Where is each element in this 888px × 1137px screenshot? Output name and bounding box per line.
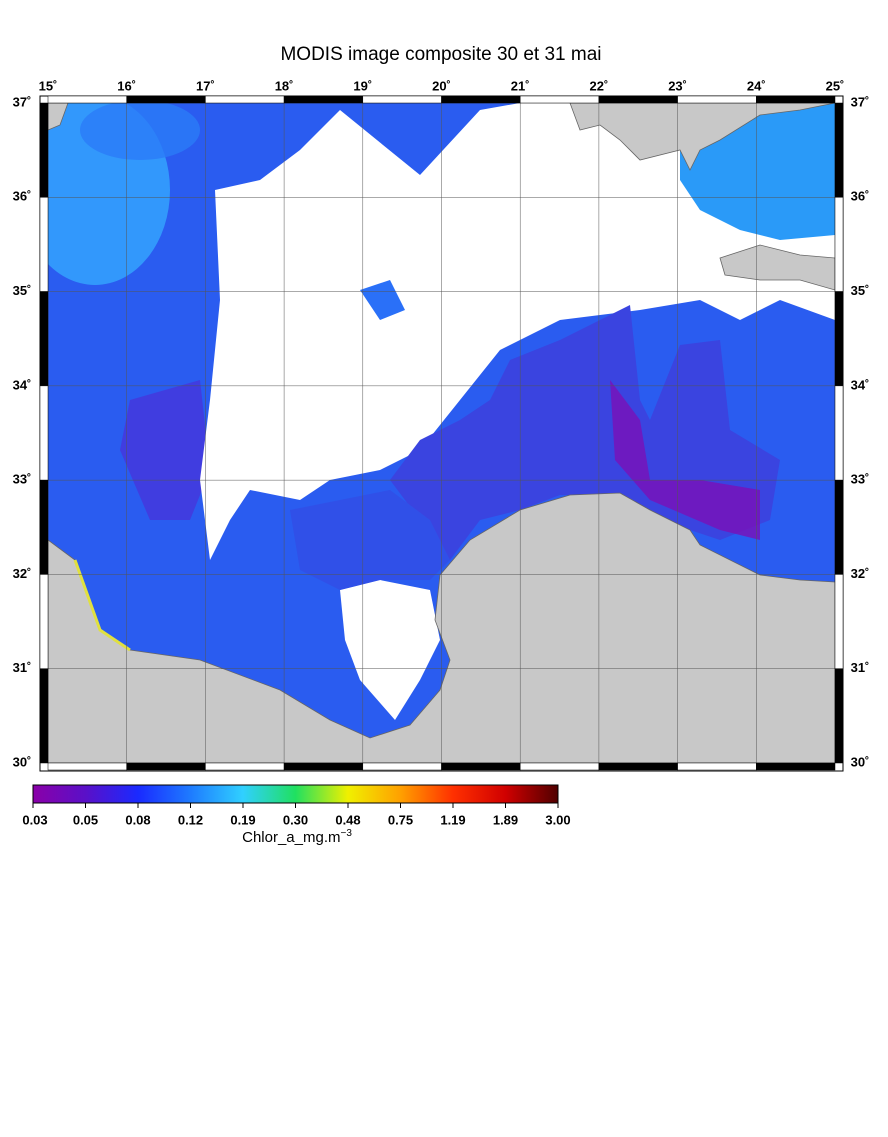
colorbar-title-exponent: −3 <box>340 828 352 839</box>
ocean-clear <box>360 280 405 320</box>
frame-segment <box>598 95 678 104</box>
colorbar-title-text: Chlor_a_mg.m <box>242 829 340 846</box>
colorbar-label: 0.30 <box>283 812 308 827</box>
lon-label: 17˚ <box>196 78 215 93</box>
cloud <box>340 580 440 720</box>
lat-label: 32˚ <box>13 566 32 581</box>
colorbar <box>32 784 559 804</box>
lat-label: 34˚ <box>13 377 32 392</box>
lon-label: 23˚ <box>668 78 687 93</box>
frame-segment <box>39 385 49 481</box>
lon-label: 24˚ <box>747 78 766 93</box>
lat-label: 37˚ <box>851 94 870 109</box>
lat-label: 33˚ <box>13 472 32 487</box>
colorbar-label: 0.05 <box>73 812 98 827</box>
ocean-cyan <box>80 103 200 160</box>
colorbar-label: 1.89 <box>493 812 518 827</box>
lon-label: 25˚ <box>826 78 845 93</box>
frame-segment <box>47 95 127 104</box>
lat-label: 34˚ <box>851 377 870 392</box>
frame-segment <box>834 197 844 292</box>
land <box>48 103 69 131</box>
colorbar-label: 0.48 <box>335 812 360 827</box>
lon-label: 21˚ <box>511 78 530 93</box>
lat-label: 32˚ <box>851 566 870 581</box>
frame-segment <box>39 574 49 669</box>
land <box>719 244 835 291</box>
colorbar-label: 0.75 <box>388 812 413 827</box>
colorbar-label: 3.00 <box>545 812 570 827</box>
lon-label: 16˚ <box>117 78 136 93</box>
frame-segment <box>39 197 49 292</box>
colorbar-labels: 0.03 0.05 0.08 0.12 0.19 0.30 0.48 0.75 1.19 1.89… <box>22 803 571 827</box>
colorbar-label: 0.08 <box>125 812 150 827</box>
coast-high <box>73 559 131 652</box>
frame-segment <box>834 102 844 198</box>
land <box>569 103 835 171</box>
ocean-purple <box>610 380 760 540</box>
frame-segment <box>834 574 844 669</box>
lat-label: 35˚ <box>13 283 32 298</box>
frame-segment <box>39 479 49 575</box>
frame-segment <box>441 762 521 771</box>
frame-segment <box>834 385 844 481</box>
ocean-clear <box>290 490 450 590</box>
colorbar-label: 0.03 <box>22 812 47 827</box>
degree-labels: 15˚ 16˚ 17˚ 18˚ 19˚ 20˚ 21˚ 22˚ 23˚ 24˚ 25˚ 37˚ 37˚ 3… <box>13 78 870 769</box>
title: MODIS image composite 30 et 31 mai <box>280 44 601 65</box>
lat-label: 36˚ <box>851 189 870 204</box>
frame-scale <box>39 95 844 771</box>
frame-segment <box>756 95 836 104</box>
frame-segment <box>47 762 127 771</box>
frame-segment <box>283 95 364 104</box>
frame-segment <box>283 762 364 771</box>
frame-segment <box>834 291 844 387</box>
frame-segment <box>677 95 757 104</box>
lon-label: 19˚ <box>353 78 372 93</box>
lon-label: 18˚ <box>275 78 294 93</box>
frame-segment <box>205 95 285 104</box>
lon-label: 15˚ <box>39 78 58 93</box>
frame-segment <box>834 479 844 575</box>
lon-label: 22˚ <box>590 78 609 93</box>
frame-segment <box>598 762 678 771</box>
cloud <box>200 103 835 560</box>
colorbar-title: Chlor_a_mg.m−3 <box>242 828 352 846</box>
frame-segment <box>39 668 49 764</box>
colorbar-label: 0.19 <box>230 812 255 827</box>
frame-segment <box>519 762 600 771</box>
lat-label: 31˚ <box>13 660 32 675</box>
frame-segment <box>756 762 836 771</box>
map-image <box>48 103 835 763</box>
ocean-purple <box>120 380 210 520</box>
graticule <box>48 103 835 763</box>
lat-label: 30˚ <box>851 754 870 769</box>
frame-segment <box>126 762 206 771</box>
frame-segment <box>519 95 600 104</box>
frame-segment <box>205 762 285 771</box>
colorbar-label: 0.12 <box>178 812 203 827</box>
frame-segment <box>362 762 442 771</box>
lat-label: 37˚ <box>13 94 32 109</box>
frame-segment <box>126 95 206 104</box>
lon-label: 20˚ <box>432 78 451 93</box>
frame-segment <box>362 95 442 104</box>
frame-segment <box>441 95 521 104</box>
frame-segment <box>834 668 844 764</box>
colorbar-label: 1.19 <box>440 812 465 827</box>
lat-label: 36˚ <box>13 189 32 204</box>
lat-label: 33˚ <box>851 472 870 487</box>
frame-segment <box>39 102 49 198</box>
frame-segment <box>39 291 49 387</box>
lat-label: 31˚ <box>851 660 870 675</box>
lat-label: 35˚ <box>851 283 870 298</box>
frame-segment <box>677 762 757 771</box>
lat-label: 30˚ <box>13 754 32 769</box>
